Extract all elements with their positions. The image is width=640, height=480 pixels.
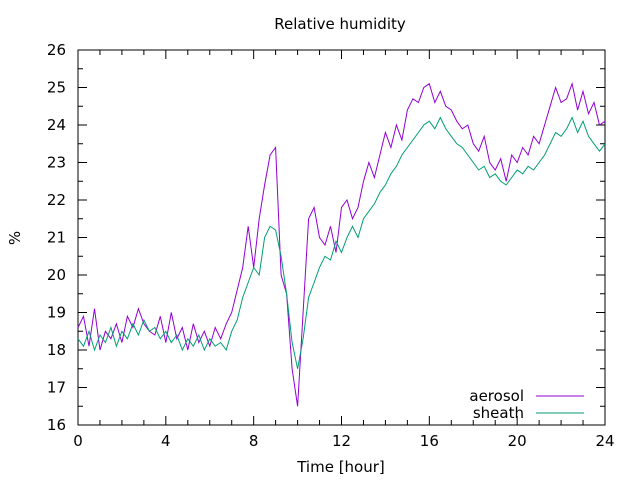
y-tick-label: 18 [47,341,66,359]
y-tick-label: 22 [47,191,66,209]
plot-frame [77,49,606,426]
x-tick-label: 20 [508,432,527,450]
x-tick-label: 4 [161,432,171,450]
x-tick-label: 24 [595,432,614,450]
y-tick-label: 24 [47,116,66,134]
legend-label-aerosol: aerosol [469,387,524,405]
axis-ticks: 0 4 8 12 16 20 24 16 17 18 19 20 21 22 23 24 25 26 [47,41,615,450]
y-tick-label: 20 [47,266,66,284]
x-tick-label: 8 [249,432,259,450]
series-line-aerosol [77,81,606,407]
y-tick-label: 16 [47,416,66,434]
x-tick-label: 12 [332,432,351,450]
series-layer [77,81,606,407]
x-tick-label: 0 [73,432,83,450]
y-tick-label: 17 [47,379,66,397]
y-tick-label: 25 [47,79,66,97]
y-axis-label: % [6,231,24,245]
legend-label-sheath: sheath [473,404,524,422]
chart-title: Relative humidity [274,15,406,33]
y-tick-label: 23 [47,154,66,172]
y-tick-label: 21 [47,229,66,247]
series-line-sheath [77,116,606,369]
x-tick-label: 16 [420,432,439,450]
legend: aerosol sheath [469,387,584,422]
y-tick-label: 19 [47,304,66,322]
x-axis-label: Time [hour] [296,458,385,476]
y-tick-label: 26 [47,41,66,59]
